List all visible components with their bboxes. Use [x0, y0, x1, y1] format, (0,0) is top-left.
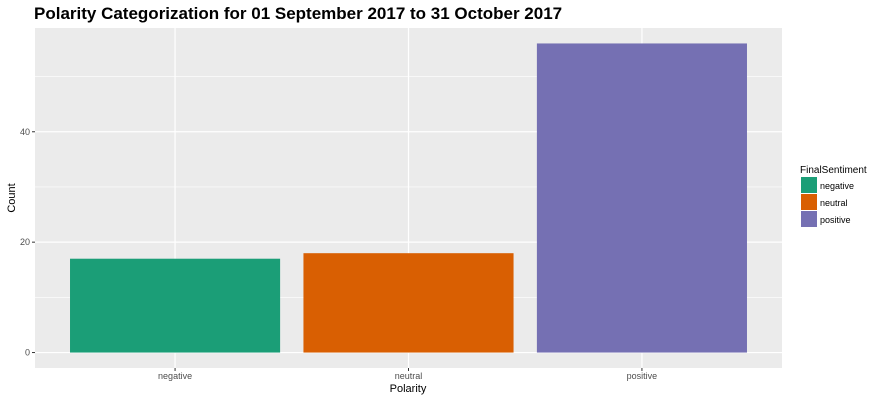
- bar-positive: [536, 43, 747, 353]
- x-tick-label: negative: [158, 371, 192, 381]
- y-tick-label: 40: [20, 127, 30, 137]
- bar-negative: [70, 258, 281, 353]
- x-axis-title: Polarity: [390, 383, 427, 395]
- legend-label: negative: [820, 181, 854, 191]
- legend-items: negative neutral positive: [801, 177, 854, 227]
- legend-label: positive: [820, 215, 851, 225]
- x-axis-ticks: negative neutral positive: [158, 368, 657, 381]
- legend-title: FinalSentiment: [800, 165, 867, 176]
- legend-swatch-negative: [801, 177, 817, 193]
- y-axis-title: Count: [6, 183, 18, 212]
- legend-label: neutral: [820, 198, 848, 208]
- y-axis-ticks: 0 20 40: [20, 127, 35, 358]
- legend-swatch-neutral: [801, 194, 817, 210]
- y-tick-label: 0: [25, 348, 30, 358]
- legend: FinalSentiment negative neutral positive: [800, 165, 867, 227]
- x-tick-label: positive: [627, 371, 658, 381]
- x-tick-label: neutral: [395, 371, 423, 381]
- bars: [70, 43, 747, 353]
- chart-title: Polarity Categorization for 01 September…: [34, 4, 562, 23]
- legend-swatch-positive: [801, 211, 817, 227]
- bar-neutral: [303, 253, 514, 353]
- y-tick-label: 20: [20, 237, 30, 247]
